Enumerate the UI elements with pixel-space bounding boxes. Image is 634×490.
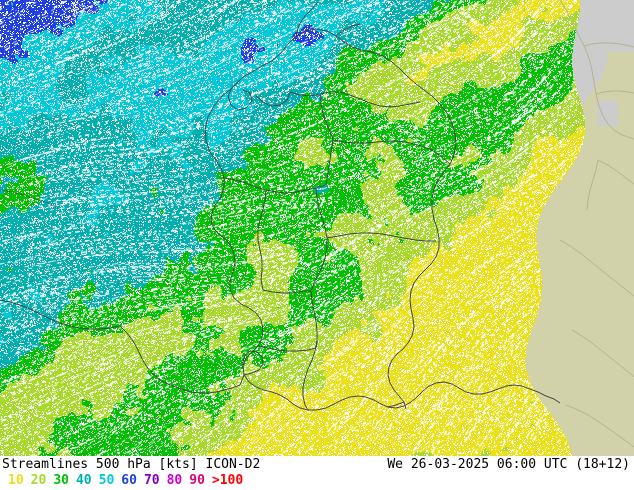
legend-entry-80: 80 (166, 473, 183, 488)
legend-entry-50: 50 (98, 473, 115, 488)
legend-entry-40: 40 (75, 473, 92, 488)
valid-time-label: We 26-03-2025 06:00 UTC (18+12) (387, 457, 630, 472)
legend-entry-60: 60 (121, 473, 137, 488)
map-label-bar: Streamlines 500 hPa [kts] ICON-D2 We 26-… (0, 456, 634, 490)
legend-entry-100: >100 (211, 473, 244, 488)
wind-speed-legend: 10 20 30 40 50 60 70 80 90 >100 (8, 473, 243, 488)
legend-entry-30: 30 (53, 473, 69, 488)
legend-entry-20: 20 (30, 473, 47, 488)
legend-entry-10: 10 (8, 473, 24, 488)
legend-entry-70: 70 (143, 473, 160, 488)
streamline-map-canvas[interactable] (0, 0, 634, 456)
map-area[interactable] (0, 0, 634, 456)
product-title: Streamlines 500 hPa [kts] ICON-D2 (2, 457, 261, 472)
legend-entry-90: 90 (189, 473, 205, 488)
